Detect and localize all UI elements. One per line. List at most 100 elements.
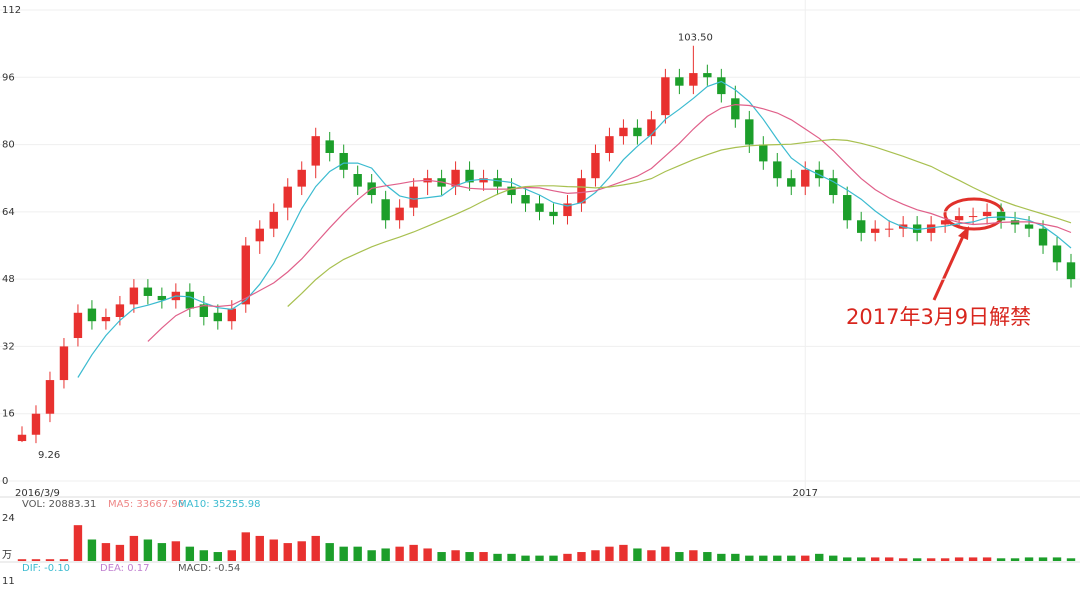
volume-bar xyxy=(926,558,936,561)
volume-bar xyxy=(675,552,684,561)
volume-bar xyxy=(1052,557,1062,561)
y-tick-label: 64 xyxy=(2,207,15,218)
volume-bar xyxy=(549,555,558,561)
candle-body xyxy=(731,98,740,120)
volume-bar xyxy=(689,550,698,561)
candle-body xyxy=(661,77,670,116)
volume-legend: MA5: 33667.96 xyxy=(108,499,184,510)
candle-body xyxy=(745,119,754,145)
candle-body xyxy=(451,169,460,187)
volume-bar xyxy=(633,548,642,561)
volume-bar xyxy=(773,555,782,561)
candle-body xyxy=(787,178,796,187)
high-label: 103.50 xyxy=(678,33,713,44)
volume-bar xyxy=(73,525,83,561)
candle-body xyxy=(507,186,516,196)
volume-bar xyxy=(940,558,950,561)
volume-bar xyxy=(1024,557,1034,561)
candle-body xyxy=(465,169,474,183)
candle-body xyxy=(101,316,111,322)
volume-bar xyxy=(912,558,922,561)
candle-body xyxy=(801,169,810,187)
volume-bar xyxy=(647,550,656,561)
candle-body xyxy=(17,434,27,442)
candle-body xyxy=(996,211,1006,221)
y-tick-label: 24 xyxy=(2,513,15,524)
y-tick-label: 16 xyxy=(2,409,15,420)
macd-legend: DEA: 0.17 xyxy=(100,563,150,574)
candle-body xyxy=(409,186,418,208)
candle-body xyxy=(479,178,488,183)
candle-body xyxy=(59,346,69,381)
volume-bar xyxy=(982,557,992,561)
candle-body xyxy=(493,178,502,187)
volume-bar xyxy=(661,546,670,561)
candle-body xyxy=(759,144,768,162)
candle-body xyxy=(591,152,600,179)
candle-body xyxy=(703,73,712,78)
volume-bar xyxy=(59,559,69,561)
volume-bar xyxy=(297,541,306,561)
candle-body xyxy=(773,161,782,179)
volume-bar xyxy=(213,552,223,561)
x-tick-label: 2017 xyxy=(793,488,818,499)
volume-bar xyxy=(577,552,586,561)
arrow-head xyxy=(958,226,969,240)
volume-bar xyxy=(45,559,55,561)
y-tick-label: 0 xyxy=(2,476,8,487)
volume-bar xyxy=(605,546,614,561)
macd-legend: MACD: -0.54 xyxy=(178,563,240,574)
candle-body xyxy=(968,216,978,218)
volume-bar xyxy=(801,555,810,561)
y-tick-label: 32 xyxy=(2,341,15,352)
volume-bar xyxy=(829,555,838,561)
candle-body xyxy=(213,312,223,322)
candle-body xyxy=(1038,228,1048,246)
volume-bar xyxy=(1038,557,1048,561)
candle-body xyxy=(31,413,41,435)
candle-body xyxy=(940,220,950,225)
candle-body xyxy=(297,169,306,187)
volume-bar xyxy=(954,557,964,561)
candle-body xyxy=(619,127,628,137)
volume-bar xyxy=(101,543,111,561)
annotation: 2017年3月9日解禁 xyxy=(846,305,1031,329)
candle-body xyxy=(954,216,964,221)
candle-body xyxy=(129,287,139,305)
volume-bar xyxy=(353,546,362,561)
candle-body xyxy=(912,224,922,233)
volume-bar xyxy=(787,555,796,561)
unit-label: 万 xyxy=(2,550,12,561)
candle-body xyxy=(1024,224,1034,229)
candle-body xyxy=(283,186,292,208)
volume-bar xyxy=(884,557,894,561)
volume-bar xyxy=(815,553,824,561)
candle-body xyxy=(884,228,894,230)
candle-body xyxy=(339,152,348,170)
candle-body xyxy=(353,174,362,187)
volume-bar xyxy=(115,544,125,561)
volume-bar xyxy=(535,555,544,561)
volume-bar xyxy=(395,546,404,561)
candle-body xyxy=(577,178,586,204)
candle-body xyxy=(870,228,880,233)
candle-body xyxy=(857,220,866,233)
volume-bar xyxy=(479,552,488,561)
volume-bar xyxy=(241,532,250,561)
volume-legend: MA10: 35255.98 xyxy=(178,499,260,510)
volume-bar xyxy=(591,550,600,561)
candle-body xyxy=(255,228,264,242)
candle-body xyxy=(633,127,642,137)
volume-bar xyxy=(759,555,768,561)
candle-body xyxy=(549,211,558,217)
candle-body xyxy=(185,291,195,309)
candle-body xyxy=(563,203,572,217)
volume-bar xyxy=(311,535,320,561)
volume-bar xyxy=(283,543,292,561)
volume-bar xyxy=(451,550,460,561)
volume-bar xyxy=(87,539,97,561)
y-tick-label: 48 xyxy=(2,274,15,285)
arrow xyxy=(932,233,966,301)
moving-average-line xyxy=(287,138,1072,307)
